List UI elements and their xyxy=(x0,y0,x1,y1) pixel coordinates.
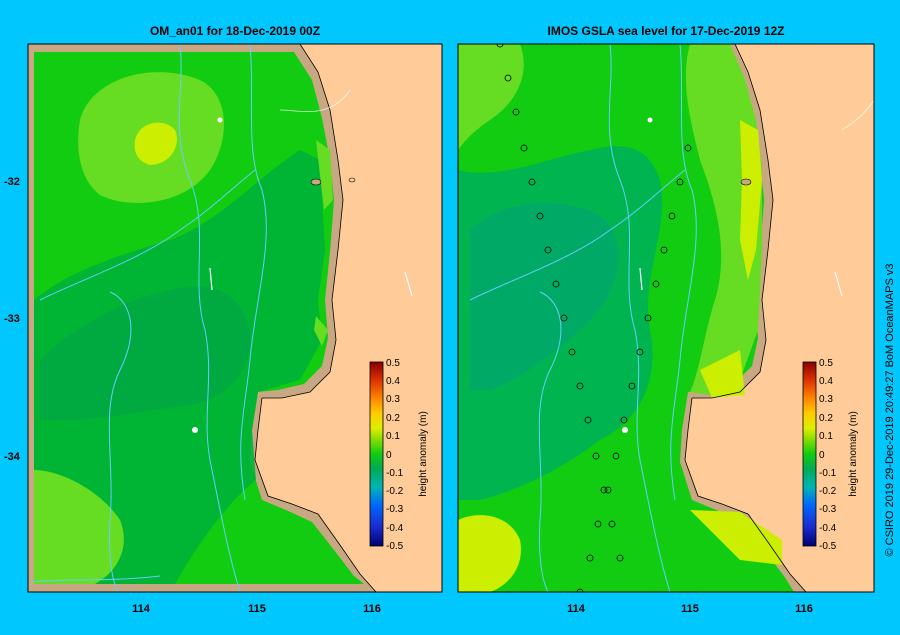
credit-text: © CSIRO 2019 29-Dec-2019 20:49:27 BoM Oc… xyxy=(884,263,896,556)
x-axis-right: 114 115 116 xyxy=(567,603,813,615)
right-colorbar-ticks: 0.5 0.4 0.3 0.2 0.1 0 -0.1 -0.2 -0.3 -0.… xyxy=(819,358,837,552)
cb-tick: -0.5 xyxy=(819,541,837,552)
x-tick-label: 115 xyxy=(681,603,699,615)
cb-tick: 0.4 xyxy=(386,376,400,387)
left-high-anomaly-sw xyxy=(34,470,124,584)
drifter-dot xyxy=(192,427,198,433)
right-low-anomaly-core xyxy=(470,203,619,390)
right-drifter-markers xyxy=(622,117,843,433)
cb-tick: 0.2 xyxy=(819,413,833,424)
left-island xyxy=(310,178,322,186)
right-map-title: IMOS GSLA sea level for 17-Dec-2019 12Z xyxy=(548,24,785,38)
cb-tick: -0.4 xyxy=(386,523,404,534)
left-map-title: OM_an01 for 18-Dec-2019 00Z xyxy=(150,24,320,38)
cb-tick: -0.5 xyxy=(386,541,404,552)
left-high-anomaly-nw-core xyxy=(134,122,178,165)
x-tick-label: 115 xyxy=(248,603,266,615)
cb-tick: -0.4 xyxy=(819,523,837,534)
cb-tick: 0.5 xyxy=(819,358,833,369)
drifter-dot xyxy=(217,117,223,123)
cb-tick: -0.1 xyxy=(386,468,404,479)
drifter-arrow xyxy=(404,271,413,297)
x-tick-label: 114 xyxy=(567,603,586,615)
x-axis-left: 114 115 116 xyxy=(132,603,381,615)
left-coastline xyxy=(254,44,377,592)
cb-tick: 0 xyxy=(386,450,392,461)
left-colorbar: 0.5 0.4 0.3 0.2 0.1 0 -0.1 -0.2 -0.3 -0.… xyxy=(369,358,429,552)
y-tick-label: -32 xyxy=(4,176,20,188)
left-map-panel: OM_an01 for 18-Dec-2019 00Z xyxy=(27,24,443,593)
cb-tick: 0.3 xyxy=(386,394,400,405)
cb-tick: 0.1 xyxy=(386,431,400,442)
right-colorbar: 0.5 0.4 0.3 0.2 0.1 0 -0.1 -0.2 -0.3 -0.… xyxy=(802,358,859,552)
left-colorbar-ticks: 0.5 0.4 0.3 0.2 0.1 0 -0.1 -0.2 -0.3 -0.… xyxy=(386,358,404,552)
right-island xyxy=(740,178,752,186)
cb-tick: 0 xyxy=(819,450,825,461)
cb-tick: 0.1 xyxy=(819,431,833,442)
cb-tick: -0.2 xyxy=(819,486,837,497)
cb-tick: 0.2 xyxy=(386,413,400,424)
cb-tick: 0.5 xyxy=(386,358,400,369)
right-high-anomaly-sw xyxy=(458,515,521,592)
right-colorbar-label: height anomaly (m) xyxy=(848,411,859,497)
left-island xyxy=(348,177,356,183)
cb-tick: 0.4 xyxy=(819,376,833,387)
cb-tick: -0.1 xyxy=(819,468,837,479)
x-tick-label: 116 xyxy=(363,603,381,615)
right-drifter-tracks xyxy=(469,44,697,592)
x-tick-label: 114 xyxy=(132,603,151,615)
drifter-arrow xyxy=(209,267,213,291)
left-high-anomaly-coast xyxy=(314,140,333,346)
right-map-panel: IMOS GSLA sea level for 17-Dec-2019 12Z xyxy=(457,24,875,593)
left-low-anomaly-core xyxy=(40,286,251,420)
left-map-plot xyxy=(28,44,442,592)
cb-tick: -0.3 xyxy=(819,504,837,515)
cb-tick: -0.2 xyxy=(386,486,404,497)
left-colorbar-label: height anomaly (m) xyxy=(418,411,429,497)
x-tick-label: 116 xyxy=(795,603,813,615)
left-drifter-markers xyxy=(192,117,413,433)
y-tick-label: -34 xyxy=(4,451,21,463)
right-altimeter-stations xyxy=(496,44,692,592)
cb-tick: 0.3 xyxy=(819,394,833,405)
cb-tick: -0.3 xyxy=(386,504,404,515)
right-high-anomaly-w xyxy=(458,44,524,150)
y-tick-label: -33 xyxy=(4,313,20,325)
y-axis: -32 -33 -34 xyxy=(4,176,21,463)
left-drifter-tracks xyxy=(29,44,267,592)
right-coastline xyxy=(684,44,807,592)
